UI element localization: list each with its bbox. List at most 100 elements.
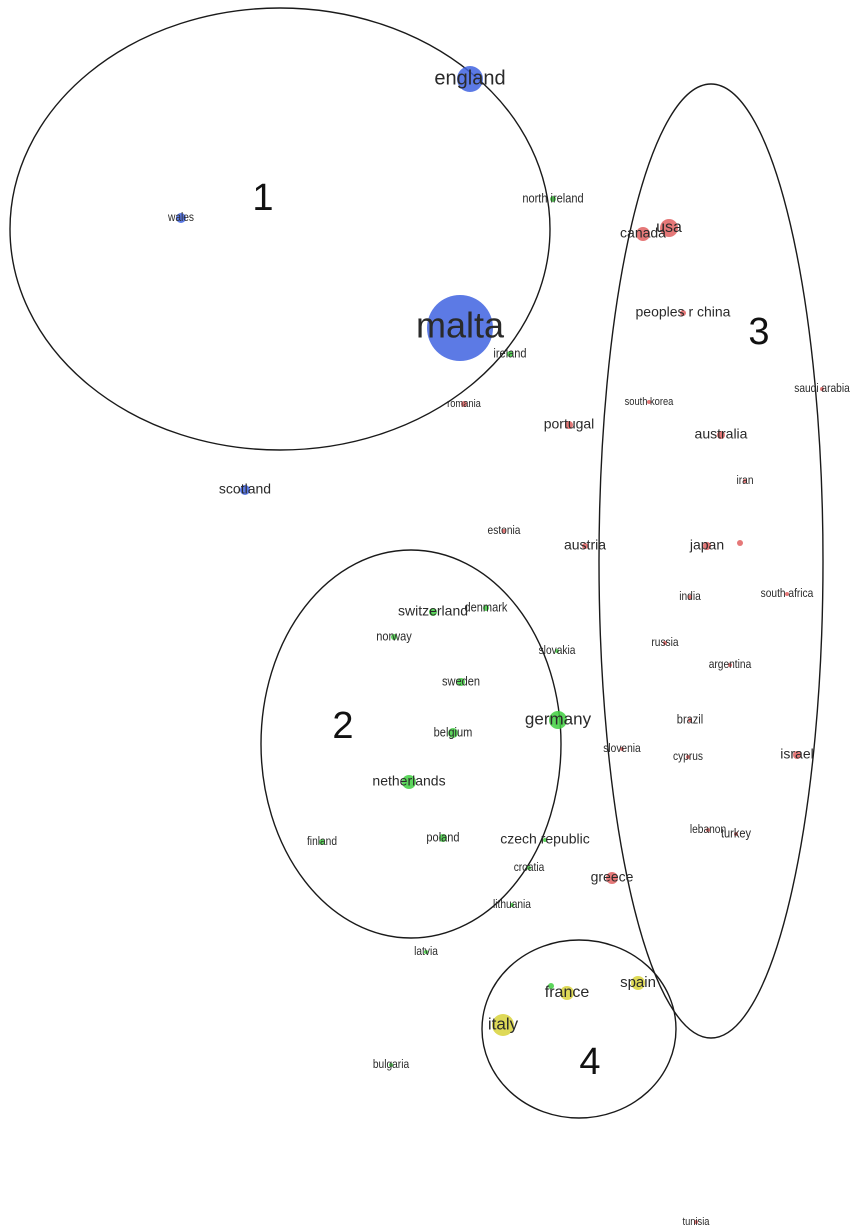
label-south-africa: south africa [761,587,814,600]
label-usa: usa [656,219,682,236]
node-australia[interactable] [717,431,725,439]
label-cyprus: cyprus [673,750,703,763]
node-england[interactable] [457,66,483,92]
label-norway: norway [376,629,412,644]
cluster-4-outline [481,939,677,1119]
cluster-3-outline [598,83,824,1039]
node-south-africa[interactable] [785,592,789,596]
node-croatia[interactable] [527,866,531,870]
label-brazil: brazil [677,712,703,727]
label-russia: russia [651,636,679,649]
node-netherlands[interactable] [402,775,416,789]
node-france[interactable] [560,986,574,1000]
label-iran: iran [736,474,753,487]
node-czech-republic[interactable] [543,838,547,842]
node-spain[interactable] [631,976,645,990]
label-belgium: belgium [434,725,473,740]
label-netherlands: netherlands [372,773,445,789]
node-romania[interactable] [461,401,467,407]
label-france: france [545,984,590,1001]
node-usa[interactable] [660,219,678,237]
label-croatia: croatia [514,861,545,874]
node-north-ireland[interactable] [550,196,556,202]
label-italy: italy [488,1014,519,1033]
node-sweden[interactable] [457,678,465,686]
label-switzerland: switzerland [398,603,468,619]
label-denmark: denmark [465,600,509,615]
node-latvia[interactable] [424,950,428,954]
node-belgium[interactable] [448,728,458,738]
node-germany[interactable] [549,711,567,729]
node-argentina[interactable] [728,663,732,667]
node-scotland[interactable] [240,485,250,495]
label-malta: malta [416,305,505,346]
cluster-2-outline [260,549,562,939]
node-lebanon[interactable] [706,828,710,832]
cluster-3-label: 3 [748,311,769,353]
node-portugal[interactable] [565,421,573,429]
label-czech-republic: czech republic [500,831,590,847]
node-ireland[interactable] [507,351,513,357]
label-ireland: ireland [493,346,526,361]
label-bulgaria: bulgaria [373,1058,410,1071]
country-labels: england wales malta scotland north ireland ir… [167,67,850,1228]
node-france-green[interactable] [548,983,554,989]
node-italy[interactable] [492,1014,514,1036]
node-israel[interactable] [793,751,801,759]
node-switzerland[interactable] [429,608,437,616]
label-turkey: turkey [721,826,751,841]
label-slovakia: slovakia [539,644,577,657]
label-tunisia: tunisia [683,1216,710,1228]
node-wales[interactable] [176,213,186,223]
node-cyprus[interactable] [686,755,690,759]
node-south-korea[interactable] [647,400,651,404]
node-japan[interactable] [703,542,711,550]
node-malta[interactable] [427,295,493,361]
node-brazil[interactable] [688,718,692,722]
label-argentina: argentina [709,658,752,671]
node-turkey[interactable] [734,832,738,836]
label-peoples-r-china: peoples r china [636,304,731,320]
cluster-1-label: 1 [252,177,273,219]
node-austria[interactable] [582,543,588,549]
node-russia[interactable] [663,641,667,645]
node-peoples-r-china[interactable] [680,310,686,316]
node-tunisia[interactable] [694,1220,698,1224]
label-sweden: sweden [442,674,480,689]
label-portugal: portugal [544,416,595,432]
label-south-korea: south korea [625,396,674,408]
label-england: england [434,67,505,89]
label-saudi-arabia: saudi arabia [794,382,850,395]
label-greece: greece [591,869,634,885]
label-japan: japan [689,537,724,553]
label-australia: australia [695,426,748,442]
cluster-1-outline [9,7,551,451]
node-bulgaria[interactable] [389,1063,393,1067]
country-nodes [176,66,824,1224]
label-wales: wales [167,211,194,224]
node-finland[interactable] [319,839,325,845]
node-denmark[interactable] [483,605,489,611]
node-norway[interactable] [391,634,397,640]
label-latvia: latvia [414,945,439,958]
node-lithuania[interactable] [510,903,514,907]
node-greece[interactable] [606,872,618,884]
cluster-4-label: 4 [579,1041,600,1083]
label-north-ireland: north ireland [522,191,583,206]
label-israel: israel [780,746,813,762]
label-romania: romania [447,398,481,410]
node-estonia[interactable] [502,529,506,533]
label-scotland: scotland [219,481,271,497]
node-india[interactable] [688,595,692,599]
node-japan-extra[interactable] [737,540,743,546]
cluster-2-label: 2 [332,705,353,747]
node-slovenia[interactable] [620,747,624,751]
cluster-outlines [9,7,824,1119]
label-finland: finland [307,835,337,848]
node-iran[interactable] [743,479,747,483]
node-saudi-arabia[interactable] [820,387,824,391]
node-slovakia[interactable] [555,649,559,653]
node-canada[interactable] [636,227,650,241]
node-poland[interactable] [439,834,447,842]
